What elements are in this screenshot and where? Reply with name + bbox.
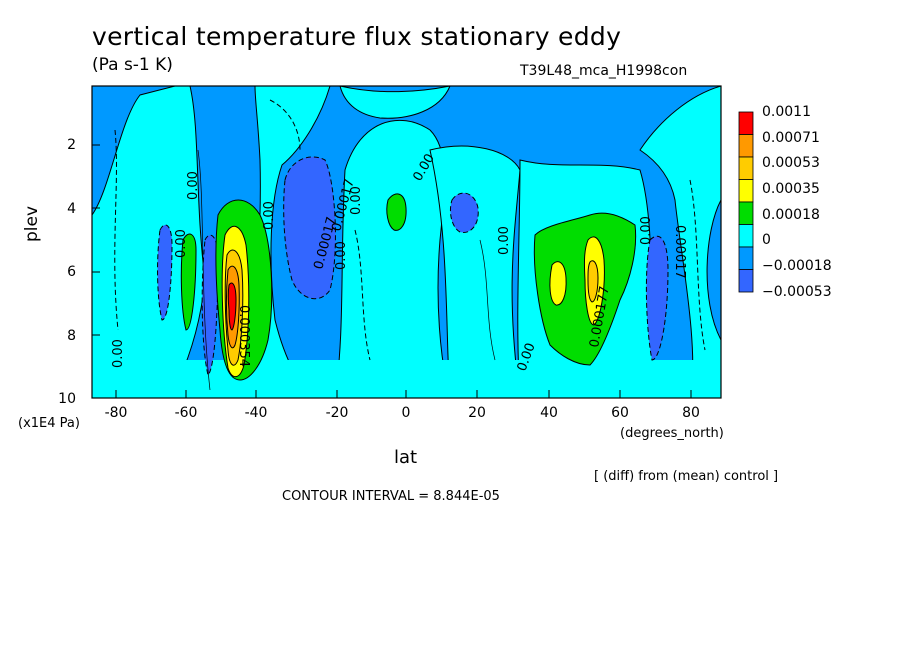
contour-label: 0.000354	[236, 305, 251, 367]
fill-zero-tropics	[334, 119, 451, 398]
legend-label: 0.00018	[762, 207, 820, 223]
legend-swatch	[738, 134, 754, 158]
contour-label: 0.00	[111, 339, 126, 368]
contour-interval: CONTOUR INTERVAL = 8.844E-05	[282, 489, 500, 504]
run-label: T39L48_mca_H1998con	[520, 63, 688, 79]
x-tick-label: -80	[104, 405, 128, 421]
x-tick-label: 80	[682, 405, 700, 421]
legend-label: −0.00053	[762, 284, 832, 300]
legend-swatch	[738, 246, 754, 270]
chart-title: vertical temperature flux stationary edd…	[92, 22, 622, 51]
axis-ticks	[92, 144, 692, 398]
legend-swatch	[738, 269, 754, 293]
fill-negative-south-band	[283, 156, 336, 300]
legend-swatch	[738, 224, 754, 248]
contour-label: 0.00	[174, 229, 189, 258]
fill-zero-south-pole	[92, 86, 206, 398]
x-tick-label: -20	[325, 405, 349, 421]
x-tick-label: 20	[468, 405, 486, 421]
y-tick-label: 2	[67, 137, 76, 153]
x-tick-label: 40	[540, 405, 558, 421]
fill-positive-south-narrow	[180, 233, 197, 331]
y-tick-label: 6	[67, 264, 76, 280]
fill-negative-tropics	[449, 192, 479, 234]
contour-label: 0.00	[334, 241, 349, 270]
contour-label: 0.00	[349, 186, 364, 215]
x-tick-label: 60	[611, 405, 629, 421]
x-axis-label: lat	[394, 447, 418, 468]
contour-label: 0.00	[262, 201, 277, 230]
legend-swatch	[738, 179, 754, 203]
y-tick-label: 8	[67, 328, 76, 344]
fill-negative-south-narrow	[157, 224, 173, 321]
contour-line	[689, 179, 706, 351]
contour-line	[114, 129, 119, 331]
contour-fill	[92, 86, 721, 398]
contour-line	[197, 149, 211, 391]
y-tick-label: 4	[67, 201, 76, 217]
legend-label: 0	[762, 232, 771, 248]
legend-swatch	[738, 156, 754, 180]
x-tick-label: -60	[174, 405, 198, 421]
x-axis-units: (degrees_north)	[620, 426, 724, 441]
legend-label: 0.00035	[762, 181, 820, 197]
x-tick-label: 0	[401, 405, 411, 421]
legend	[738, 111, 754, 293]
chart-units: (Pa s-1 K)	[92, 55, 173, 75]
contour-line	[354, 229, 371, 361]
legend-label: 0.0011	[762, 104, 811, 120]
legend-swatch	[738, 111, 754, 135]
x-tick-label: -40	[244, 405, 268, 421]
fill-level-0.00035-north-2	[549, 261, 567, 306]
y-axis-units: (x1E4 Pa)	[18, 416, 80, 431]
fill-level-0.0011-south	[227, 282, 237, 331]
contour-label: 0.00	[639, 216, 654, 245]
contour-label: 0.00	[497, 226, 512, 255]
legend-label: 0.00071	[762, 130, 820, 146]
contour-label: 0.00	[186, 171, 201, 200]
fill-zero-top	[339, 86, 451, 119]
contour-line	[479, 239, 496, 361]
legend-label: 0.00053	[762, 155, 820, 171]
legend-swatch	[738, 201, 754, 225]
fill-positive-tropics	[386, 193, 407, 231]
fill-negative-north	[645, 235, 669, 361]
contour-label: 0.00017	[672, 225, 687, 279]
diff-note: [ (diff) from (mean) control ]	[594, 469, 779, 484]
y-tick-label: 10	[58, 391, 76, 407]
legend-label: −0.00018	[762, 258, 832, 274]
fill-level-0.00053-north	[587, 260, 599, 303]
